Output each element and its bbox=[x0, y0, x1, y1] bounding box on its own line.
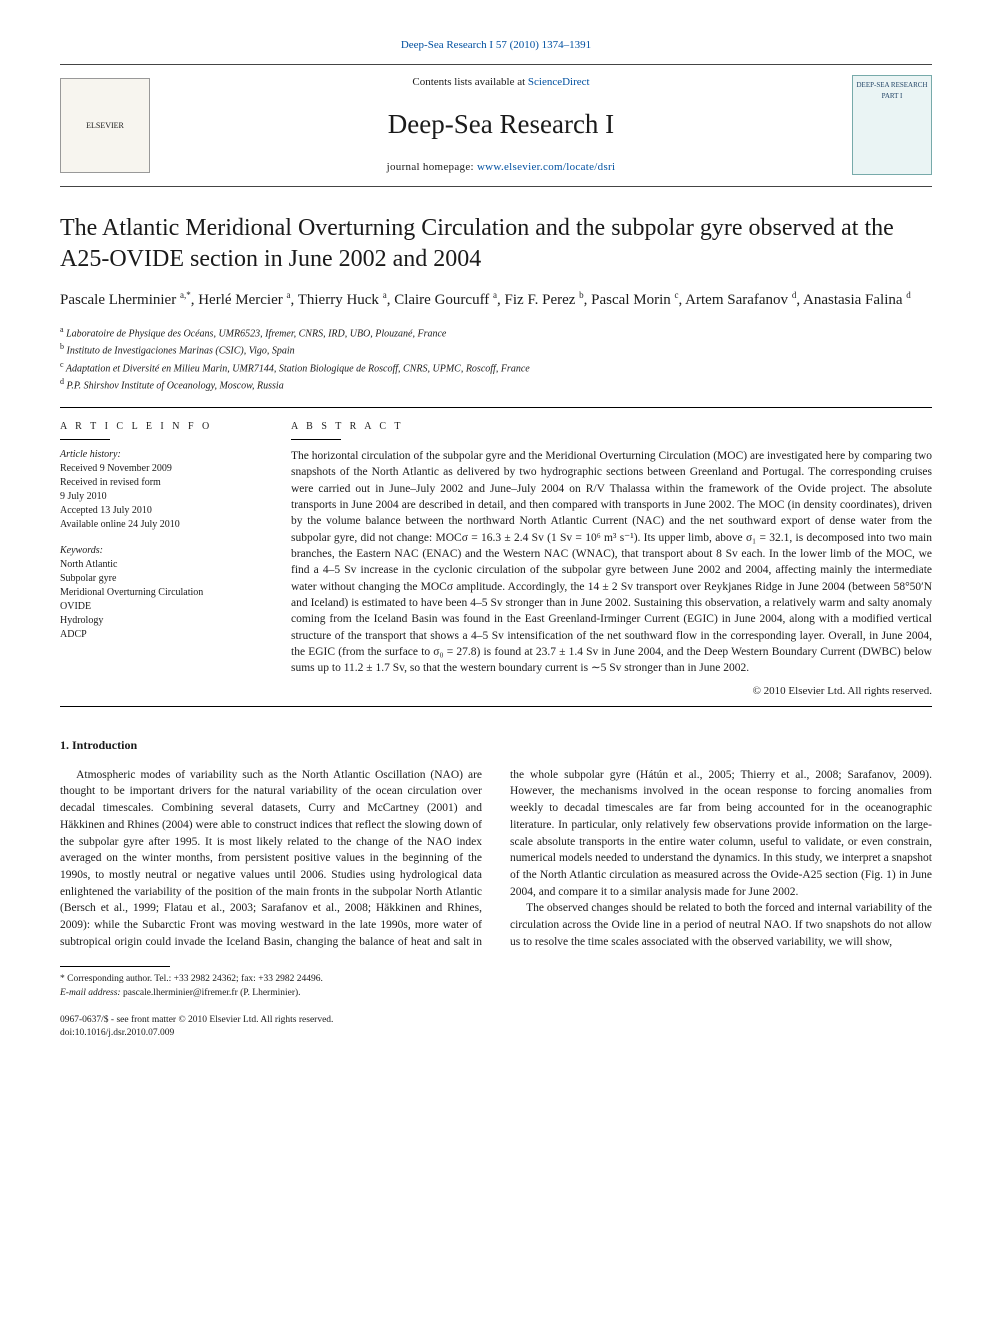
homepage-line: journal homepage: www.elsevier.com/locat… bbox=[150, 160, 852, 176]
history-line: Available online 24 July 2010 bbox=[60, 518, 265, 532]
article-title: The Atlantic Meridional Overturning Circ… bbox=[60, 213, 932, 275]
keywords-block: Keywords: North AtlanticSubpolar gyreMer… bbox=[60, 544, 265, 642]
contents-prefix: Contents lists available at bbox=[412, 76, 527, 88]
section-1-heading: 1. Introduction bbox=[60, 737, 932, 754]
body-paragraph: The observed changes should be related t… bbox=[510, 900, 932, 950]
doi-line: doi:10.1016/j.dsr.2010.07.009 bbox=[60, 1027, 932, 1040]
history-label: Article history: bbox=[60, 448, 265, 462]
journal-reference-link[interactable]: Deep-Sea Research I 57 (2010) 1374–1391 bbox=[401, 39, 591, 51]
keyword-line: ADCP bbox=[60, 628, 265, 642]
short-rule bbox=[291, 439, 341, 440]
footnote-rule bbox=[60, 966, 170, 967]
keyword-line: North Atlantic bbox=[60, 558, 265, 572]
email-label: E-mail address: bbox=[60, 988, 121, 998]
affiliation-line: d P.P. Shirshov Institute of Oceanology,… bbox=[60, 376, 932, 393]
keyword-line: Subpolar gyre bbox=[60, 572, 265, 586]
article-info-column: A R T I C L E I N F O Article history: R… bbox=[60, 420, 265, 700]
corresponding-author-note: * Corresponding author. Tel.: +33 2982 2… bbox=[60, 973, 932, 986]
info-abstract-row: A R T I C L E I N F O Article history: R… bbox=[60, 420, 932, 700]
sciencedirect-link[interactable]: ScienceDirect bbox=[528, 76, 590, 88]
issn-line: 0967-0637/$ - see front matter © 2010 El… bbox=[60, 1014, 932, 1027]
keywords-label: Keywords: bbox=[60, 544, 265, 558]
history-line: Received in revised form bbox=[60, 476, 265, 490]
publisher-logo: ELSEVIER bbox=[60, 78, 150, 173]
corresponding-email: pascale.lherminier@ifremer.fr (P. Lhermi… bbox=[123, 988, 301, 998]
affiliation-line: b Instituto de Investigaciones Marinas (… bbox=[60, 341, 932, 358]
page-footer: 0967-0637/$ - see front matter © 2010 El… bbox=[60, 1014, 932, 1041]
journal-name: Deep-Sea Research I bbox=[150, 105, 852, 144]
keyword-line: OVIDE bbox=[60, 600, 265, 614]
affiliation-line: c Adaptation et Diversité en Milieu Mari… bbox=[60, 359, 932, 376]
history-line: 9 July 2010 bbox=[60, 490, 265, 504]
abstract-column: A B S T R A C T The horizontal circulati… bbox=[291, 420, 932, 700]
homepage-link[interactable]: www.elsevier.com/locate/dsri bbox=[477, 161, 615, 173]
article-history-block: Article history: Received 9 November 200… bbox=[60, 448, 265, 532]
contents-line: Contents lists available at ScienceDirec… bbox=[150, 75, 852, 91]
article-info-heading: A R T I C L E I N F O bbox=[60, 420, 265, 435]
affiliation-line: a Laboratoire de Physique des Océans, UM… bbox=[60, 324, 932, 341]
author-list: Pascale Lherminier a,*, Herlé Mercier a,… bbox=[60, 289, 932, 312]
affiliations-block: a Laboratoire de Physique des Océans, UM… bbox=[60, 324, 932, 393]
copyright-line: © 2010 Elsevier Ltd. All rights reserved… bbox=[291, 684, 932, 700]
abstract-heading: A B S T R A C T bbox=[291, 420, 932, 435]
body-two-column: Atmospheric modes of variability such as… bbox=[60, 767, 932, 950]
journal-cover-thumbnail: DEEP-SEA RESEARCH PART I bbox=[852, 75, 932, 175]
footnotes-block: * Corresponding author. Tel.: +33 2982 2… bbox=[60, 973, 932, 1000]
abstract-text: The horizontal circulation of the subpol… bbox=[291, 448, 932, 677]
divider bbox=[60, 407, 932, 408]
history-line: Accepted 13 July 2010 bbox=[60, 504, 265, 518]
history-line: Received 9 November 2009 bbox=[60, 462, 265, 476]
short-rule bbox=[60, 439, 110, 440]
keyword-line: Meridional Overturning Circulation bbox=[60, 586, 265, 600]
divider bbox=[60, 706, 932, 707]
header-center: Contents lists available at ScienceDirec… bbox=[150, 75, 852, 176]
journal-reference-top: Deep-Sea Research I 57 (2010) 1374–1391 bbox=[60, 38, 932, 54]
keyword-line: Hydrology bbox=[60, 614, 265, 628]
homepage-prefix: journal homepage: bbox=[387, 161, 477, 173]
journal-header: ELSEVIER Contents lists available at Sci… bbox=[60, 64, 932, 187]
